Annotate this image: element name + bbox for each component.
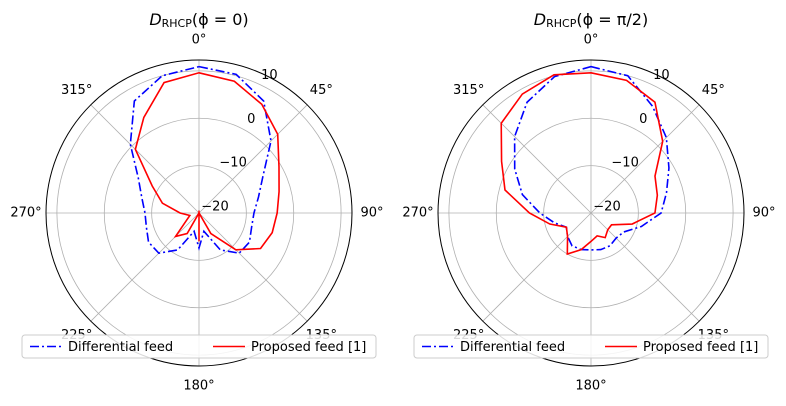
theta-tick-label: 180°	[575, 379, 606, 394]
theta-tick-label: 0°	[192, 33, 207, 48]
r-tick-label: −20	[593, 200, 620, 215]
grid-spoke	[590, 104, 700, 214]
legend: Differential feed Proposed feed [1]	[21, 334, 377, 359]
r-tick-label: 10	[653, 68, 670, 83]
grid-spoke	[482, 212, 592, 322]
grid-ring	[495, 117, 687, 309]
theta-tick-label: 90°	[360, 206, 383, 221]
theta-tick-label: 180°	[183, 379, 214, 394]
series-line	[500, 71, 664, 256]
r-tick-label: −20	[201, 200, 228, 215]
polar-frame	[45, 59, 353, 367]
polar-plot: DRHCP(ϕ = 0)0°45°90°135°180°225°270°315°…	[10, 10, 383, 394]
polar-frame	[437, 59, 745, 367]
legend-label: Differential feed	[68, 340, 173, 355]
theta-tick-label: 315°	[61, 83, 92, 98]
theta-tick-label: 270°	[10, 206, 41, 221]
theta-tick-label: 270°	[402, 206, 433, 221]
grid-spoke	[198, 212, 308, 322]
grid-ring	[151, 165, 247, 261]
r-tick-label: −10	[611, 156, 638, 171]
title-main: D	[149, 10, 161, 29]
theta-tick-label: 315°	[453, 83, 484, 98]
r-tick-label: 10	[261, 68, 278, 83]
title-sub: RHCP	[162, 17, 193, 30]
grid-spoke	[90, 212, 200, 322]
title-rest: (ϕ = π/2)	[576, 10, 648, 29]
legend-label: Proposed feed [1]	[251, 340, 366, 355]
title-rest: (ϕ = 0)	[192, 10, 249, 29]
chart-title: DRHCP(ϕ = 0)	[149, 10, 248, 31]
theta-tick-label: 45°	[310, 83, 333, 98]
grid-ring	[543, 165, 639, 261]
legend: Differential feed Proposed feed [1]	[413, 334, 769, 359]
title-main: D	[534, 10, 546, 29]
series-line	[134, 71, 280, 251]
grid-spoke	[198, 104, 308, 214]
legend-box	[21, 334, 377, 359]
r-tick-label: 0	[247, 112, 255, 127]
title-sub: RHCP	[546, 17, 577, 30]
r-tick-label: 0	[639, 112, 647, 127]
grid-spoke	[590, 212, 700, 322]
legend-box	[413, 334, 769, 359]
legend-label: Proposed feed [1]	[643, 340, 758, 355]
theta-tick-label: 0°	[584, 33, 599, 48]
theta-tick-label: 45°	[702, 83, 725, 98]
series-line	[513, 65, 670, 251]
theta-tick-label: 90°	[752, 206, 775, 221]
series-line	[129, 65, 272, 255]
grid-spoke	[482, 104, 592, 214]
chart-title: DRHCP(ϕ = π/2)	[534, 10, 648, 31]
legend-label: Differential feed	[460, 340, 565, 355]
r-tick-label: −10	[219, 156, 246, 171]
grid-spoke	[90, 104, 200, 214]
grid-ring	[103, 117, 295, 309]
polar-plot: DRHCP(ϕ = π/2)0°45°90°135°180°225°270°31…	[402, 10, 775, 394]
